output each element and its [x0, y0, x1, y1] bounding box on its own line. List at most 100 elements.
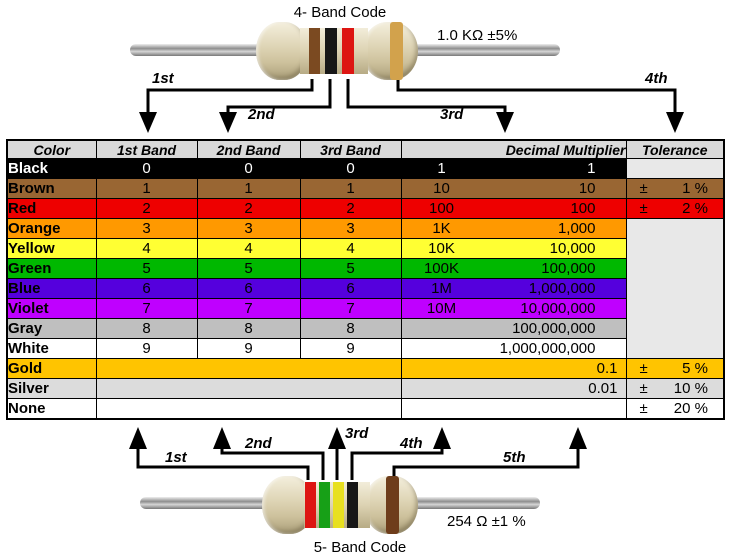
- arrow-label-bottom-2nd: 2nd: [245, 435, 272, 452]
- band3-cell: 7: [299, 298, 402, 319]
- arrow-label-top-1st: 1st: [152, 70, 174, 87]
- tolerance-cell: ±1 %: [625, 178, 725, 199]
- table-row-violet: Violet 7 7 7 10M 10,000,000: [6, 298, 724, 319]
- bands-empty-merged-cell: [95, 358, 402, 379]
- band1-cell: 5: [95, 258, 198, 279]
- arrow-label-bottom-1st: 1st: [165, 449, 187, 466]
- tolerance-cell: ±5 %: [625, 358, 725, 379]
- multiplier-long: 100: [570, 200, 596, 217]
- table-row-red: Red 2 2 2 100 100 ±2 %: [6, 198, 725, 219]
- multiplier-short: 1K: [432, 220, 451, 237]
- bands-empty-merged-cell: [95, 378, 402, 399]
- tolerance-value: 20 %: [673, 400, 708, 417]
- table-row-green: Green 5 5 5 100K 100,000: [6, 258, 724, 279]
- band2-cell: 0: [196, 158, 301, 179]
- table-row-orange: Orange 3 3 3 1K 1,000: [6, 218, 725, 359]
- multiplier-long: 1,000: [557, 220, 596, 237]
- table-row-white: White 9 9 9 1,000,000,000: [6, 338, 724, 359]
- tolerance-value: 10 %: [673, 380, 708, 397]
- multiplier-cell: 10K 10,000: [400, 238, 627, 259]
- plus-minus-sign: ±: [639, 200, 648, 217]
- color-name-cell: Gold: [6, 358, 97, 379]
- band1-cell: 1: [95, 178, 198, 199]
- band-green-icon: [319, 482, 330, 528]
- band-black-icon: [347, 482, 358, 528]
- band2-cell: 3: [196, 218, 301, 239]
- multiplier-short: 1M: [431, 280, 452, 297]
- color-name-cell: Violet: [6, 298, 97, 319]
- header-color: Color: [6, 139, 97, 159]
- band1-cell: 4: [95, 238, 198, 259]
- four-band-value-label: 1.0 KΩ ±5%: [437, 27, 518, 44]
- tolerance-value: 1 %: [682, 180, 708, 197]
- resistor-left-cap: [256, 22, 308, 80]
- band1-cell: 8: [95, 318, 198, 339]
- multiplier-cell: 100,000,000: [400, 318, 627, 339]
- table-row-none: None ±20 %: [6, 398, 725, 420]
- color-name-cell: Silver: [6, 378, 97, 399]
- arrow-label-bottom-5th: 5th: [503, 449, 526, 466]
- multiplier-cell: 0.01: [400, 378, 627, 399]
- multiplier-long: 0.1: [596, 360, 618, 377]
- band1-cell: 3: [95, 218, 198, 239]
- band2-cell: 4: [196, 238, 301, 259]
- band1-cell: 7: [95, 298, 198, 319]
- plus-minus-sign: ±: [639, 400, 648, 417]
- color-name-cell: Orange: [6, 218, 97, 239]
- table-row-blue: Blue 6 6 6 1M 1,000,000: [6, 278, 724, 299]
- color-name-cell: White: [6, 338, 97, 359]
- band2-cell: 7: [196, 298, 301, 319]
- band2-cell: 8: [196, 318, 301, 339]
- multiplier-short: 100K: [423, 260, 460, 277]
- table-header-row: Color 1st Band 2nd Band 3rd Band Decimal…: [6, 139, 725, 159]
- color-name-cell: Red: [6, 198, 97, 219]
- multiplier-long: 100,000,000: [512, 320, 596, 337]
- header-band1: 1st Band: [95, 139, 198, 159]
- tolerance-cell: ±2 %: [625, 198, 725, 219]
- band2-cell: 6: [196, 278, 301, 299]
- tolerance-cell: ±10 %: [625, 378, 725, 399]
- multiplier-long: 10: [578, 180, 596, 197]
- multiplier-short: 100: [428, 200, 455, 217]
- multiplier-short: 10M: [426, 300, 457, 317]
- arrow-label-bottom-3rd: 3rd: [345, 425, 369, 442]
- band3-cell: 4: [299, 238, 402, 259]
- plus-minus-sign: ±: [639, 360, 648, 377]
- band-black-icon: [325, 28, 337, 74]
- bands-empty-merged-cell: [95, 398, 402, 420]
- plus-minus-sign: ±: [639, 180, 648, 197]
- five-band-title: 5- Band Code: [313, 539, 407, 556]
- band3-cell: 1: [299, 178, 402, 199]
- multiplier-short: 10: [433, 180, 450, 197]
- band3-cell: 5: [299, 258, 402, 279]
- band1-cell: 2: [95, 198, 198, 219]
- multiplier-cell: 10M 10,000,000: [400, 298, 627, 319]
- multiplier-long: 10,000,000: [520, 300, 596, 317]
- table-row-silver: Silver 0.01 ±10 %: [6, 378, 725, 399]
- multiplier-long: 10,000: [549, 240, 596, 257]
- arrow-label-top-4th: 4th: [645, 70, 668, 87]
- multiplier-long: 1,000,000,000: [499, 340, 596, 357]
- band-brown-icon: [386, 476, 399, 534]
- color-name-cell: Brown: [6, 178, 97, 199]
- header-band3: 3rd Band: [299, 139, 402, 159]
- color-name-cell: Green: [6, 258, 97, 279]
- plus-minus-sign: ±: [639, 380, 648, 397]
- color-name-cell: Gray: [6, 318, 97, 339]
- multiplier-long: 1: [587, 160, 596, 177]
- header-tolerance: Tolerance: [625, 139, 725, 159]
- table-row-yellow: Yellow 4 4 4 10K 10,000: [6, 238, 724, 259]
- tolerance-empty-merged-cell: [625, 218, 725, 359]
- color-name-cell: Blue: [6, 278, 97, 299]
- table-row-gold: Gold 0.1 ±5 %: [6, 358, 725, 379]
- table-row-gray: Gray 8 8 8 100,000,000: [6, 318, 724, 339]
- five-band-value-label: 254 Ω ±1 %: [447, 513, 526, 530]
- band-gold-icon: [390, 22, 403, 80]
- multiplier-short: 1: [437, 160, 446, 177]
- multiplier-long: 1,000,000: [528, 280, 596, 297]
- color-name-cell: Yellow: [6, 238, 97, 259]
- multiplier-cell: 1M 1,000,000: [400, 278, 627, 299]
- header-multiplier: Decimal Multiplier: [400, 139, 627, 159]
- band1-cell: 9: [95, 338, 198, 359]
